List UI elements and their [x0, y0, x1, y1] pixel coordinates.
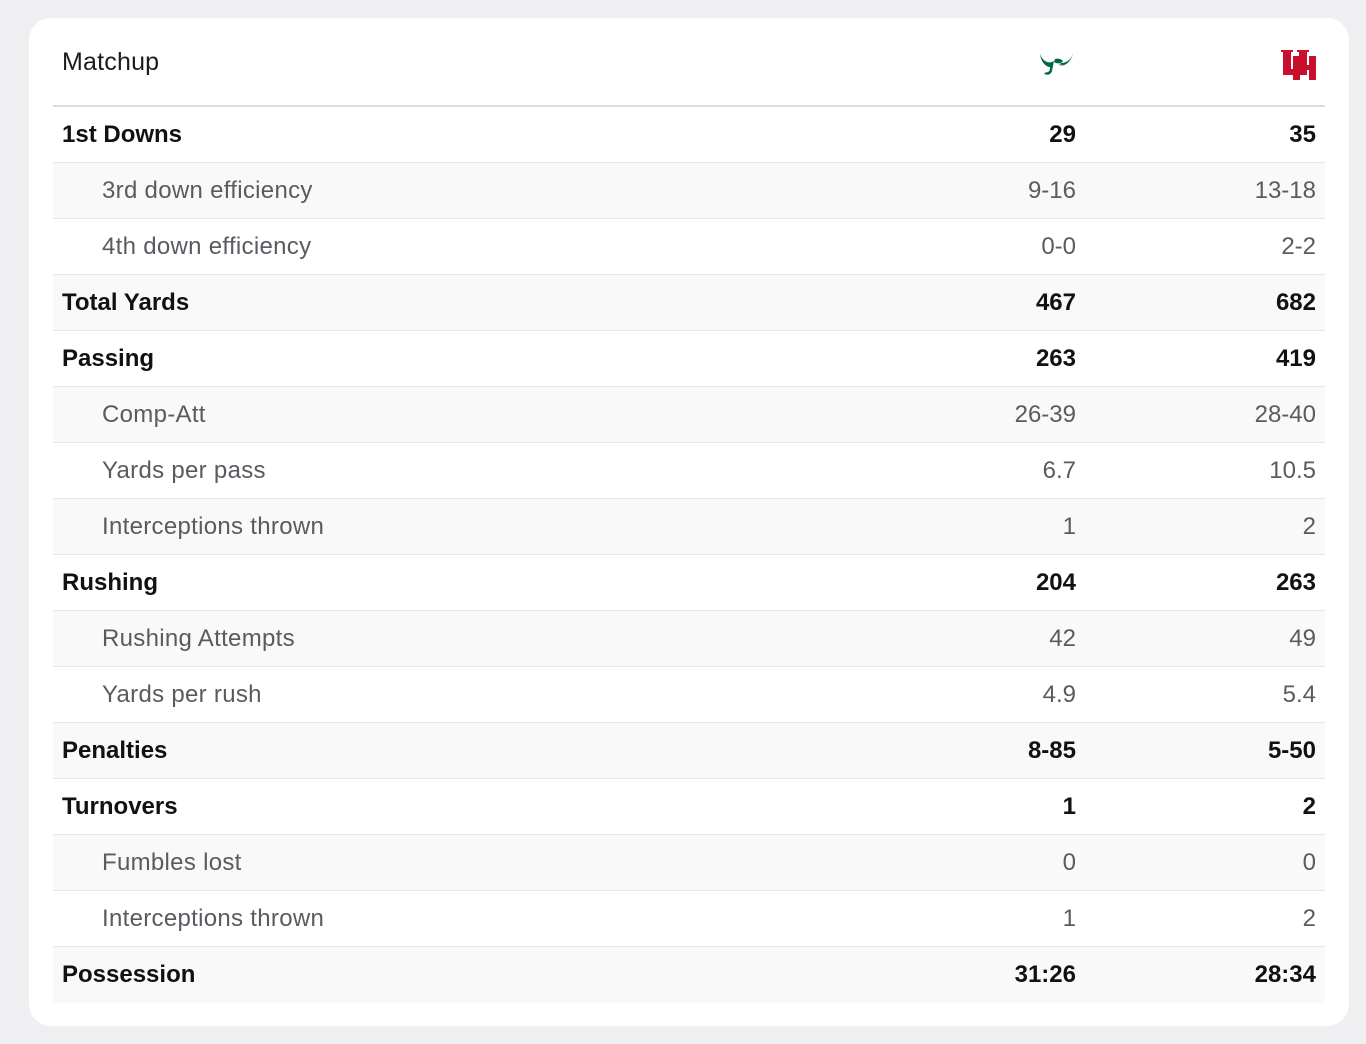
- team1-value: 0-0: [1041, 233, 1076, 260]
- team1-value: 6.7: [1042, 457, 1076, 484]
- stat-label: Rushing: [62, 569, 158, 596]
- stat-label: Possession: [62, 961, 196, 988]
- stat-label: 1st Downs: [62, 121, 183, 148]
- stat-label: Turnovers: [62, 793, 178, 820]
- stat-row: Turnovers 1 2: [53, 779, 1325, 835]
- team2-value: 2-2: [1281, 233, 1316, 260]
- team1-value: 8-85: [1027, 737, 1076, 764]
- team2-value: 2: [1302, 513, 1316, 540]
- team1-value: 26-39: [1014, 401, 1076, 428]
- team2-value: 2: [1302, 793, 1316, 820]
- table-header: Matchup: [53, 18, 1325, 107]
- team1-value: 31:26: [1014, 961, 1076, 988]
- stat-label: Interceptions thrown: [102, 905, 325, 932]
- matchup-card: Matchup 1st Downs 29 35 3rd down effi: [29, 18, 1349, 1026]
- stat-row: Comp-Att 26-39 28-40: [53, 387, 1325, 443]
- team1-value: 263: [1035, 345, 1076, 372]
- matchup-table: Matchup 1st Downs 29 35 3rd down effi: [53, 18, 1325, 1003]
- team1-value: 467: [1035, 289, 1076, 316]
- stat-row: Rushing 204 263: [53, 555, 1325, 611]
- stat-row: Yards per rush 4.9 5.4: [53, 667, 1325, 723]
- team2-value: 13-18: [1254, 177, 1316, 204]
- stat-row: Rushing Attempts 42 49: [53, 611, 1325, 667]
- stat-label: 4th down efficiency: [102, 233, 312, 260]
- stat-row: Total Yards 467 682: [53, 275, 1325, 331]
- stat-label: Fumbles lost: [102, 849, 242, 876]
- stat-label: Comp-Att: [102, 401, 206, 428]
- stat-label: Yards per pass: [102, 457, 266, 484]
- team1-value: 1: [1062, 793, 1076, 820]
- stat-row: 4th down efficiency 0-0 2-2: [53, 219, 1325, 275]
- stat-row: Fumbles lost 0 0: [53, 835, 1325, 891]
- team1-value: 29: [1049, 121, 1076, 148]
- team2-value: 49: [1289, 625, 1316, 652]
- stat-row: 3rd down efficiency 9-16 13-18: [53, 163, 1325, 219]
- team2-value: 682: [1275, 289, 1316, 316]
- team2-value: 2: [1302, 905, 1316, 932]
- stat-row: 1st Downs 29 35: [53, 107, 1325, 163]
- team1-value: 0: [1062, 849, 1076, 876]
- stat-label: Total Yards: [62, 289, 190, 316]
- stat-label: Passing: [62, 345, 155, 372]
- team2-value: 35: [1289, 121, 1316, 148]
- team1-value: 1: [1062, 905, 1076, 932]
- usf-bulls-logo-icon[interactable]: [1037, 42, 1077, 82]
- stat-row: Interceptions thrown 1 2: [53, 891, 1325, 947]
- team2-value: 263: [1275, 569, 1316, 596]
- stat-row: Yards per pass 6.7 10.5: [53, 443, 1325, 499]
- stat-row: Passing 263 419: [53, 331, 1325, 387]
- team1-value: 4.9: [1042, 681, 1076, 708]
- team2-value: 10.5: [1269, 457, 1316, 484]
- team2-value: 5.4: [1282, 681, 1316, 708]
- team2-value: 0: [1302, 849, 1316, 876]
- team1-value: 42: [1049, 625, 1076, 652]
- stat-label: Yards per rush: [102, 681, 262, 708]
- stat-label: Penalties: [62, 737, 168, 764]
- stat-row: Possession 31:26 28:34: [53, 947, 1325, 1003]
- houston-uh-logo-icon[interactable]: [1279, 42, 1319, 82]
- stat-label: Interceptions thrown: [102, 513, 325, 540]
- team2-value: 5-50: [1267, 737, 1316, 764]
- team2-value: 28-40: [1254, 401, 1316, 428]
- team1-value: 204: [1035, 569, 1076, 596]
- stat-row: Penalties 8-85 5-50: [53, 723, 1325, 779]
- stats-rows: 1st Downs 29 35 3rd down efficiency 9-16 13-1…: [53, 107, 1325, 1003]
- team1-value: 1: [1062, 513, 1076, 540]
- header-title: Matchup: [62, 48, 160, 76]
- stat-label: Rushing Attempts: [102, 625, 295, 652]
- stat-row: Interceptions thrown 1 2: [53, 499, 1325, 555]
- team2-value: 419: [1275, 345, 1316, 372]
- team2-value: 28:34: [1254, 961, 1316, 988]
- stat-label: 3rd down efficiency: [102, 177, 313, 204]
- team1-value: 9-16: [1027, 177, 1076, 204]
